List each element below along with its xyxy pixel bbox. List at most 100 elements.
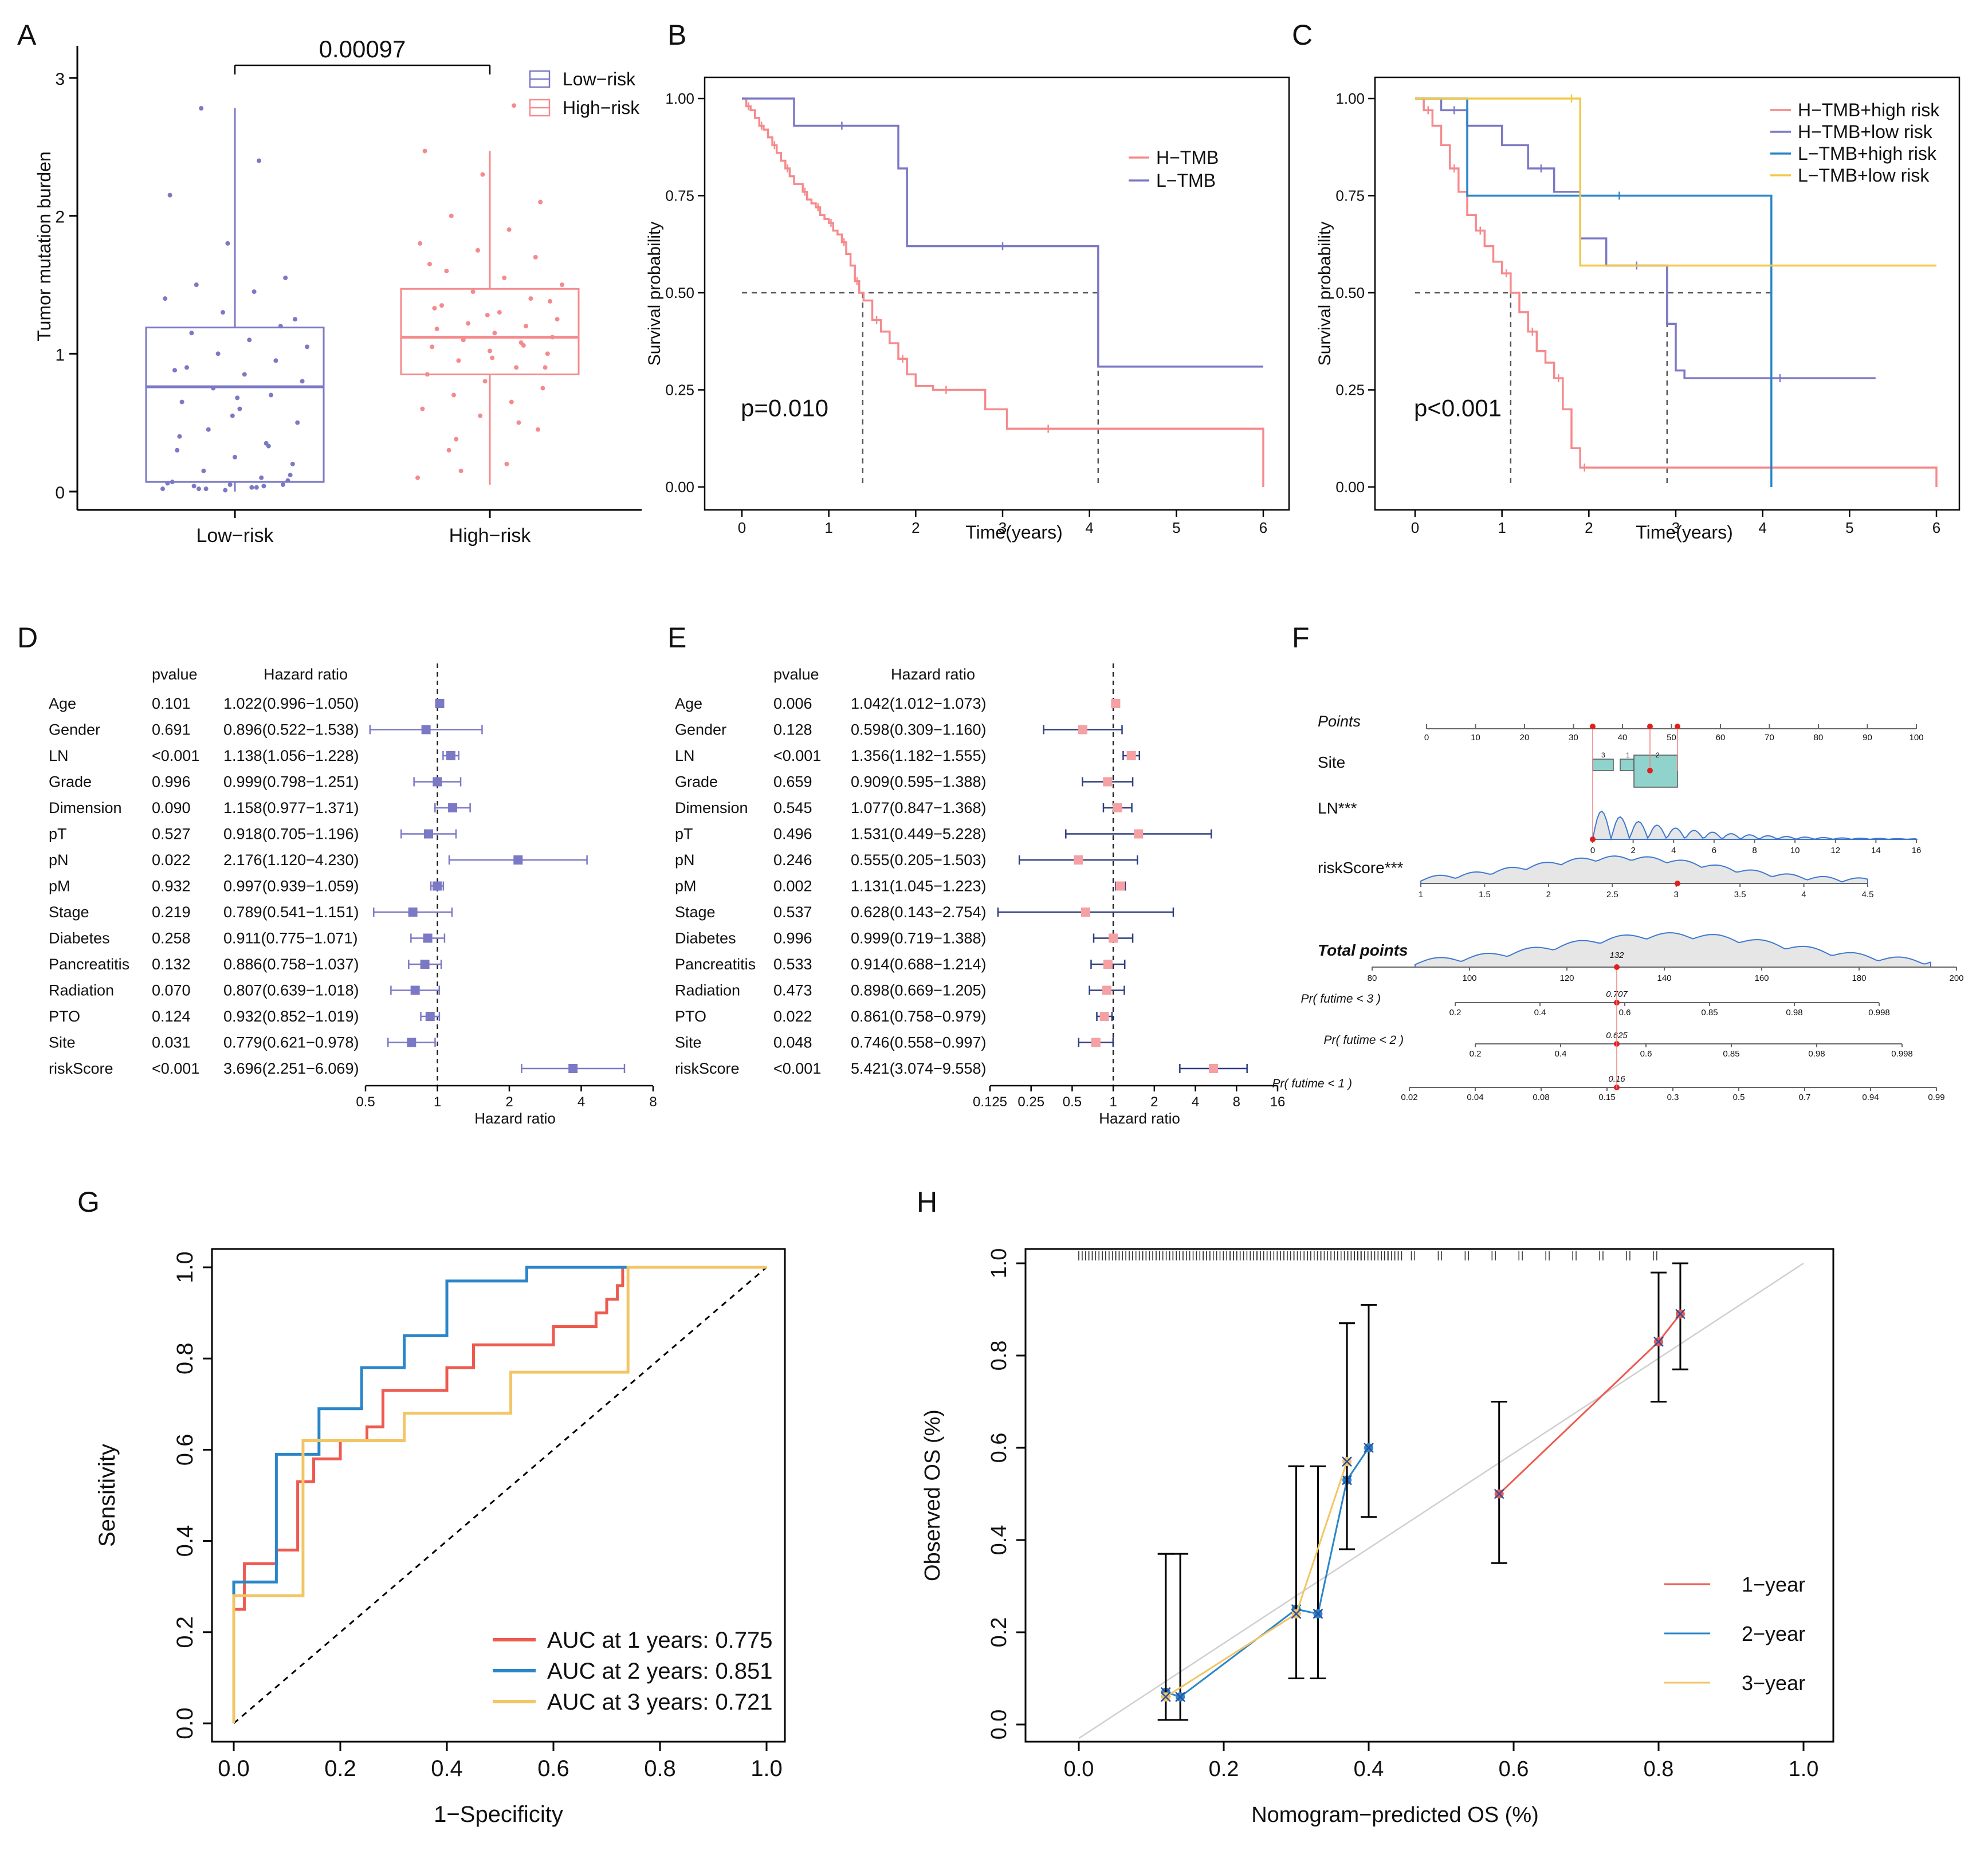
p-value: 0.219 <box>152 904 191 921</box>
row-label: Pancreatitis <box>49 956 129 973</box>
data-point <box>300 379 305 384</box>
hr-marker <box>432 881 442 891</box>
hazard-ratio-text: 0.999(0.798−1.251) <box>223 773 359 791</box>
x-tick-label: 1 <box>1109 1094 1117 1110</box>
calibration-cross <box>1494 1488 1504 1499</box>
hazard-ratio-text: 0.932(0.852−1.019) <box>223 1008 359 1025</box>
hr-marker <box>1209 1064 1219 1073</box>
nomogram-tick-label: 2 <box>1631 846 1635 855</box>
data-point <box>233 454 237 459</box>
data-point <box>252 289 257 294</box>
data-point <box>261 484 266 489</box>
data-point <box>427 261 432 266</box>
y-tick-label: 1.00 <box>1335 90 1365 107</box>
hazard-ratio-text: 1.042(1.012−1.073) <box>851 695 986 712</box>
legend-label: 2−year <box>1742 1622 1805 1645</box>
data-point <box>456 358 461 363</box>
x-tick-label: 4 <box>1758 519 1766 536</box>
data-point <box>259 475 264 480</box>
row-label: Diabetes <box>675 930 736 947</box>
data-point <box>516 420 521 425</box>
legend-label: L−TMB <box>1156 170 1216 191</box>
data-point <box>485 312 490 317</box>
nomogram-marker-label: 132 <box>1609 950 1624 960</box>
nomogram-tick-label: 0.15 <box>1598 1093 1615 1102</box>
nomogram-tick-label: 0.85 <box>1701 1008 1718 1018</box>
nomogram-marker <box>1647 724 1653 729</box>
y-tick-label: 1.00 <box>665 90 694 107</box>
roc-curve <box>232 1266 767 1723</box>
y-axis-label: Sensitivity <box>95 1444 120 1547</box>
p-value: 0.996 <box>152 773 191 791</box>
y-tick-label: 0.8 <box>987 1341 1011 1371</box>
calibration-cross <box>1160 1691 1171 1702</box>
data-point <box>172 368 177 373</box>
plot-frame <box>1374 76 1961 511</box>
hazard-ratio-text: 0.886(0.758−1.037) <box>223 956 359 973</box>
data-point <box>179 399 184 404</box>
x-tick-label: 1.0 <box>751 1756 783 1781</box>
hazard-ratio-text: 2.176(1.120−4.230) <box>223 851 359 869</box>
panel-letter-E: E <box>667 622 686 654</box>
row-label: Pancreatitis <box>675 956 756 973</box>
nomogram-tick-label: 3 <box>1674 890 1679 899</box>
nomogram-row-label: Pr( futime < 1 ) <box>1272 1077 1352 1090</box>
hazard-ratio-text: 0.896(0.522−1.538) <box>223 721 359 739</box>
hr-marker <box>420 960 430 969</box>
y-tick-label: 0.50 <box>1335 284 1365 301</box>
data-point <box>524 324 528 329</box>
panel-c-km: 0 1 2 3 4 5 6 0.00 0.25 0.50 0.75 1.00 Time(years) Su… <box>1315 76 1961 543</box>
total-points-density <box>1415 932 1931 968</box>
row-label: LN <box>675 747 695 764</box>
data-point <box>295 420 300 425</box>
data-point <box>206 427 211 432</box>
data-point <box>545 351 550 356</box>
data-point <box>290 461 295 466</box>
data-point <box>249 485 254 490</box>
calibration-cross <box>1291 1608 1302 1619</box>
calibration-cross <box>1175 1691 1185 1702</box>
x-tick-label: 8 <box>649 1094 657 1110</box>
y-tick-label: 0.50 <box>665 284 694 301</box>
nomogram-tick-label: 14 <box>1871 846 1881 855</box>
hr-marker <box>446 751 455 760</box>
hazard-ratio-text: 1.531(0.449−5.228) <box>851 826 986 843</box>
row-label: Age <box>675 695 702 712</box>
p-value: <0.001 <box>773 747 821 764</box>
row-label: Stage <box>49 904 89 921</box>
hr-marker <box>435 699 445 708</box>
data-point <box>422 148 427 154</box>
nomogram-tick-label: 180 <box>1852 973 1866 983</box>
data-point <box>288 473 293 478</box>
x-tick-label: 2 <box>505 1094 513 1110</box>
data-point <box>285 478 290 483</box>
data-point <box>269 392 273 398</box>
x-tick-label: 4 <box>577 1094 585 1110</box>
nomogram-tick-label: 30 <box>1569 733 1578 743</box>
data-point <box>540 386 545 391</box>
p-value: 0.473 <box>773 982 812 999</box>
data-point <box>223 488 228 493</box>
panel-g-roc: 0.0 0.2 0.4 0.6 0.8 1.0 0.0 0.2 0.4 0.6 0.8 1.0 1−Sp… <box>95 1248 786 1827</box>
legend-label: H−TMB+low risk <box>1798 121 1933 142</box>
nomogram-tick-label: 16 <box>1912 846 1922 855</box>
data-point <box>488 348 492 353</box>
data-point <box>194 282 199 288</box>
p-value: 0.537 <box>773 904 812 921</box>
row-label: Gender <box>675 721 726 739</box>
p-value: 0.070 <box>152 982 191 999</box>
hazard-ratio-text: 0.555(0.205−1.503) <box>851 851 986 869</box>
hr-marker <box>421 725 431 734</box>
data-point <box>538 199 543 205</box>
x-tick-label: Low−risk <box>196 525 274 547</box>
nomogram-tick-label: 0.98 <box>1808 1049 1825 1059</box>
y-tick-label: 0.0 <box>987 1710 1011 1740</box>
x-tick-label: 6 <box>1932 519 1940 536</box>
x-tick-label: 0.4 <box>1354 1757 1384 1781</box>
legend-label: 1−year <box>1742 1573 1805 1596</box>
hazard-ratio-text: 0.789(0.541−1.151) <box>223 904 359 921</box>
row-label: Stage <box>675 904 716 921</box>
hazard-ratio-text: 0.997(0.939−1.059) <box>223 878 359 895</box>
nomogram-row-label: Pr( futime < 3 ) <box>1301 992 1381 1005</box>
data-point <box>548 298 552 304</box>
